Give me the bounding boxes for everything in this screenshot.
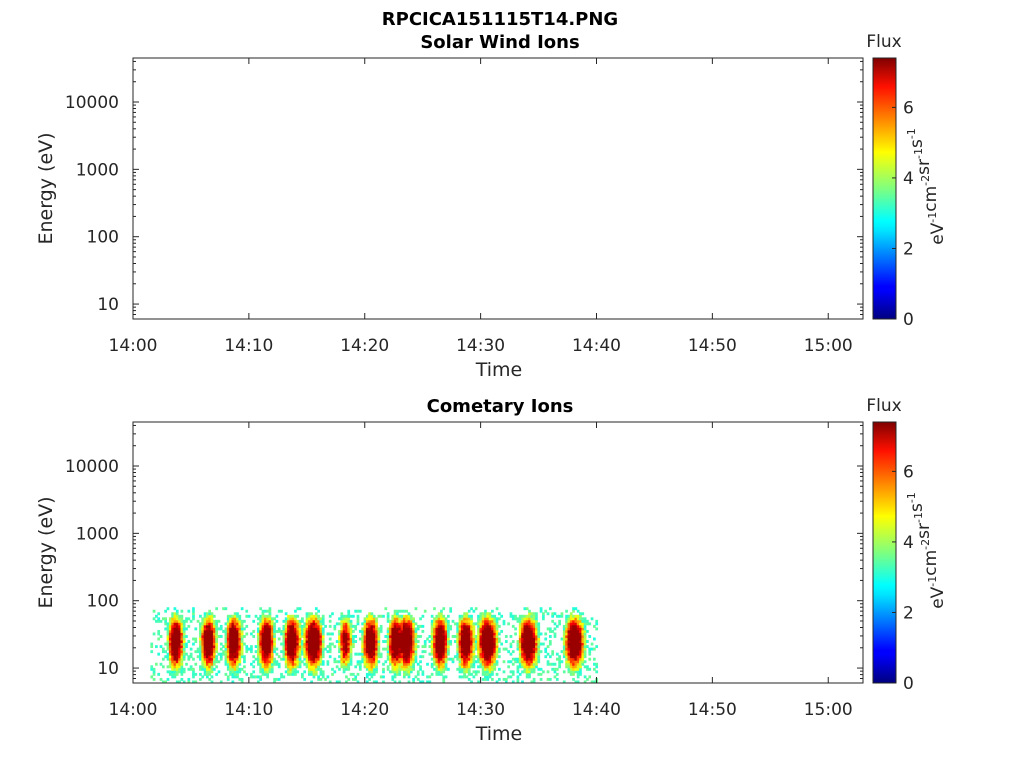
colorbar-tick-label: 2	[903, 239, 914, 259]
x-tick-label: 14:50	[688, 700, 737, 720]
y-tick-label: 10000	[65, 457, 119, 477]
y-tick-label: 1000	[76, 524, 119, 544]
colorbar-units: eV-1cm-2sr-1s-1	[905, 492, 948, 609]
plot-frame	[132, 421, 864, 684]
colorbar-tick-label: 0	[903, 674, 914, 694]
panel-title: Cometary Ions	[427, 396, 574, 417]
colorbar-tick-label: 4	[903, 533, 914, 553]
y-tick-label: 10000	[65, 93, 119, 113]
plot-frame	[132, 57, 864, 320]
x-tick-label: 14:20	[340, 336, 389, 356]
y-tick-label: 100	[87, 228, 119, 248]
spectrogram-cells	[150, 607, 599, 684]
colorbar-tick-label: 0	[903, 310, 914, 330]
x-tick-label: 15:00	[804, 336, 853, 356]
colorbar-title: Flux	[866, 32, 901, 52]
y-tick-label: 100	[87, 592, 119, 612]
y-tick-label: 1000	[76, 160, 119, 180]
x-tick-label: 15:00	[804, 700, 853, 720]
colorbar	[872, 421, 897, 684]
colorbar-tick-label: 6	[903, 462, 914, 482]
y-tick-label: 10	[97, 295, 119, 315]
y-axis-label: Energy (eV)	[35, 132, 57, 244]
colorbar-tick-label: 6	[903, 98, 914, 118]
x-tick-label: 14:40	[572, 336, 621, 356]
x-tick-label: 14:00	[109, 700, 158, 720]
x-tick-label: 14:10	[224, 700, 273, 720]
panel-title: Solar Wind Ions	[420, 32, 579, 53]
figure-title: RPCICA151115T14.PNG	[382, 9, 618, 30]
x-tick-label: 14:30	[456, 336, 505, 356]
colorbar-tick-label: 2	[903, 603, 914, 623]
x-axis-label: Time	[475, 723, 523, 745]
x-tick-label: 14:20	[340, 700, 389, 720]
y-tick-label: 10	[97, 659, 119, 679]
colorbar	[872, 57, 897, 320]
x-tick-label: 14:40	[572, 700, 621, 720]
x-axis-label: Time	[475, 359, 523, 381]
x-tick-label: 14:30	[456, 700, 505, 720]
x-tick-label: 14:10	[224, 336, 273, 356]
y-axis-label: Energy (eV)	[35, 496, 57, 608]
colorbar-tick-label: 4	[903, 169, 914, 189]
colorbar-units: eV-1cm-2sr-1s-1	[905, 128, 948, 245]
colorbar-title: Flux	[866, 396, 901, 416]
cometary-ions-panel: 14:00 14:10 14:20 14:30 14:40 14:50 15:00 10 100…	[35, 396, 948, 745]
solar-wind-ions-panel: 14:00 14:10 14:20 14:30 14:40 14:50 15:00 10 100…	[35, 32, 948, 381]
x-tick-label: 14:50	[688, 336, 737, 356]
x-tick-label: 14:00	[109, 336, 158, 356]
